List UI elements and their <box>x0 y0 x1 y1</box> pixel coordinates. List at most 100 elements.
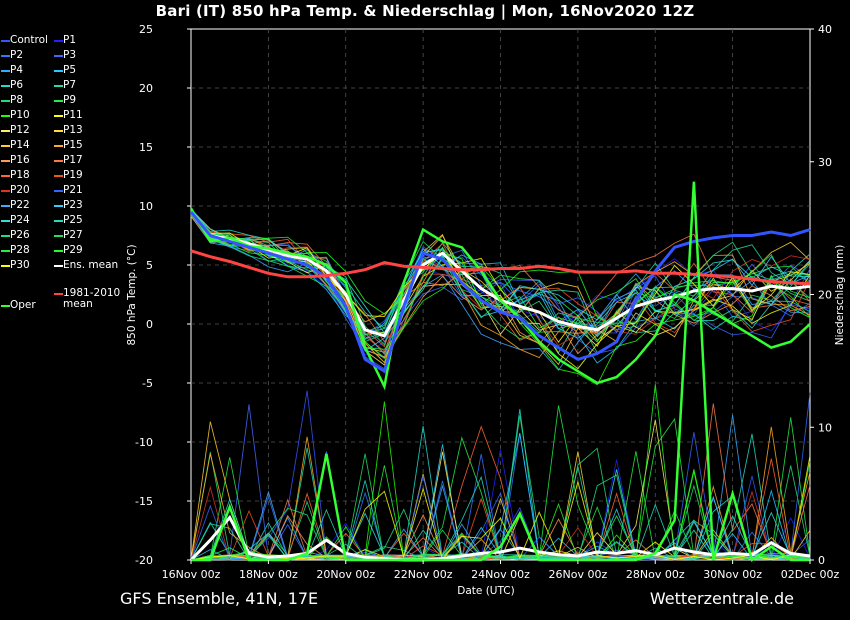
legend-swatch <box>54 160 63 162</box>
legend-label: P15 <box>63 139 83 151</box>
legend-label: 1981-2010 <box>63 287 121 299</box>
legend-item: P21 <box>54 183 134 198</box>
legend-item: P4 <box>1 63 56 78</box>
series-line <box>189 210 811 374</box>
legend-label: P29 <box>63 244 83 256</box>
legend-swatch <box>1 205 10 207</box>
legend-label: Oper <box>10 299 36 311</box>
y-tick-label: -20 <box>135 554 153 567</box>
legend-item: Control <box>1 33 56 48</box>
legend-item: P24 <box>1 213 56 228</box>
legend-item: P2 <box>1 48 56 63</box>
legend-label: P16 <box>10 154 30 166</box>
legend-swatch <box>1 250 10 252</box>
y-axis-label: 850 hPa Temp. (°C) <box>126 244 138 345</box>
member-temp-line <box>190 209 811 350</box>
y-tick-label: -15 <box>135 495 153 508</box>
legend-item: P30 <box>1 258 56 273</box>
legend-label: Control <box>10 34 48 46</box>
legend-label: P7 <box>63 79 77 91</box>
legend-item: P19 <box>54 168 134 183</box>
legend-swatch <box>54 115 63 117</box>
footer-source: GFS Ensemble, 41N, 17E <box>120 589 319 608</box>
legend-label: P5 <box>63 64 77 76</box>
member-temp-line <box>190 212 811 371</box>
legend-swatch <box>54 293 63 295</box>
x-tick-label: 20Nov 00z <box>316 568 375 581</box>
legend-item: P17 <box>54 153 134 168</box>
legend-label: P3 <box>63 49 77 61</box>
legend-swatch <box>1 175 10 177</box>
legend-item: Oper <box>1 298 51 313</box>
legend-swatch <box>54 250 63 252</box>
legend-swatch <box>54 100 63 102</box>
legend-label: P9 <box>63 94 77 106</box>
y-tick-label: 5 <box>146 259 153 272</box>
legend-label: P30 <box>10 259 30 271</box>
legend-item: P10 <box>1 108 56 123</box>
legend-label: P24 <box>10 214 30 226</box>
legend-label: P6 <box>10 79 24 91</box>
legend-item: P13 <box>54 123 134 138</box>
legend-swatch <box>1 70 10 72</box>
legend-item: P18 <box>1 168 56 183</box>
legend-item: P22 <box>1 198 56 213</box>
x-tick-label: 28Nov 00z <box>626 568 685 581</box>
legend-item: P1 <box>54 33 134 48</box>
legend-swatch <box>1 235 10 237</box>
x-tick-label: 16Nov 00z <box>162 568 221 581</box>
y-tick-label: 20 <box>139 82 153 95</box>
legend-item: P16 <box>1 153 56 168</box>
legend-label: P23 <box>63 199 83 211</box>
legend-label: P28 <box>10 244 30 256</box>
legend-swatch <box>1 145 10 147</box>
legend-item: P7 <box>54 78 134 93</box>
legend-label: P19 <box>63 169 83 181</box>
footer-site: Wetterzentrale.de <box>649 589 794 608</box>
y-right-tick-label: 10 <box>818 421 832 434</box>
legend-label: P22 <box>10 199 30 211</box>
legend-item: P3 <box>54 48 134 63</box>
legend-swatch <box>54 55 63 57</box>
legend-swatch <box>1 55 10 57</box>
legend-label: P14 <box>10 139 30 151</box>
legend-swatch <box>1 305 10 307</box>
legend-swatch <box>54 130 63 132</box>
legend-swatch <box>1 265 10 267</box>
legend-item: 1981-2010 <box>54 288 134 299</box>
x-tick-label: 22Nov 00z <box>394 568 453 581</box>
legend-item: P26 <box>1 228 56 243</box>
legend-label: P11 <box>63 109 83 121</box>
y-axis-right-label: Niederschlag (mm) <box>834 245 846 346</box>
legend-left: Control P2 P4 P6 P8 P10 P12 P14 P16 P18 P20 P22 P24 P… <box>1 33 56 273</box>
legend-clim: 1981-2010 mean <box>54 288 134 310</box>
legend-label: P12 <box>10 124 30 136</box>
precip-line <box>191 181 810 563</box>
legend-item: P23 <box>54 198 134 213</box>
legend-swatch <box>54 220 63 222</box>
x-axis-label: Date (UTC) <box>457 585 514 597</box>
legend-item: P29 <box>54 243 134 258</box>
legend-item: P28 <box>1 243 56 258</box>
legend-label: P13 <box>63 124 83 136</box>
legend-item: P14 <box>1 138 56 153</box>
y-right-tick-label: 20 <box>818 289 832 302</box>
x-tick-label: 30Nov 00z <box>703 568 762 581</box>
x-tick-label: 26Nov 00z <box>549 568 608 581</box>
member-temp-line <box>190 207 811 343</box>
legend-swatch <box>54 145 63 147</box>
legend-item: P9 <box>54 93 134 108</box>
series-line <box>189 207 811 391</box>
chart-title: Bari (IT) 850 hPa Temp. & Niederschlag |… <box>155 2 695 20</box>
legend-swatch <box>54 70 63 72</box>
legend-item: P11 <box>54 108 134 123</box>
member-precip-line <box>190 453 811 561</box>
legend-item: P15 <box>54 138 134 153</box>
y-tick-label: -10 <box>135 436 153 449</box>
x-tick-label: 02Dec 00z <box>781 568 840 581</box>
legend-item: P25 <box>54 213 134 228</box>
legend-item: P5 <box>54 63 134 78</box>
y-axis-ticks: -20 -15 -10 -5 0 5 10 15 20 25 <box>135 23 191 567</box>
legend-item: P8 <box>1 93 56 108</box>
